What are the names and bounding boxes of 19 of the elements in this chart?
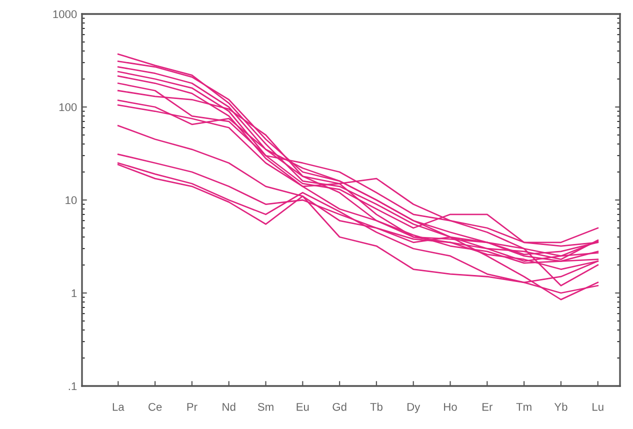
x-tick-label: Gd: [332, 402, 346, 411]
x-tick-label: Lu: [592, 403, 604, 411]
x-tick-label: Nd: [222, 402, 236, 411]
x-tick-label: Eu: [296, 403, 309, 411]
y-tick-label: .1: [68, 382, 77, 390]
x-tick-label: Sm: [258, 402, 274, 411]
x-tick-label: Ce: [148, 402, 162, 411]
x-tick-label: La: [112, 403, 124, 411]
x-tick-label: Ho: [444, 403, 457, 411]
x-tick-label: Yb: [554, 402, 568, 411]
y-tick-label: 1000: [53, 10, 77, 18]
x-tick-label: Tb: [370, 402, 382, 411]
y-tick-label: 100: [59, 103, 77, 112]
x-tick-label: Pr: [187, 403, 198, 411]
x-tick-label: Dy: [407, 403, 420, 414]
x-tick-label: Er: [482, 403, 493, 411]
y-tick-label: 1: [72, 289, 77, 298]
x-tick-label: Tm: [516, 403, 532, 411]
y-tick-label: 10: [66, 196, 77, 204]
